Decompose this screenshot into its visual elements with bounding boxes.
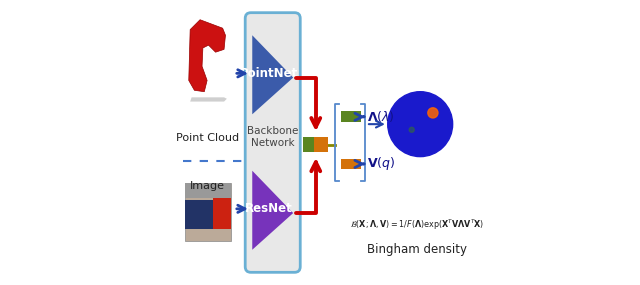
Text: $\mathbf{V}(q)$: $\mathbf{V}(q)$ xyxy=(367,155,396,172)
Text: Point Cloud: Point Cloud xyxy=(175,133,239,143)
Polygon shape xyxy=(189,20,225,92)
Bar xyxy=(314,137,328,152)
Bar xyxy=(184,200,212,229)
Circle shape xyxy=(388,92,452,157)
FancyBboxPatch shape xyxy=(245,13,300,272)
Bar xyxy=(341,158,361,169)
Bar xyxy=(341,111,361,122)
Text: PointNet: PointNet xyxy=(239,67,298,80)
Bar xyxy=(184,184,231,241)
Text: Bingham density: Bingham density xyxy=(367,243,467,256)
Circle shape xyxy=(409,127,414,132)
Text: Backbone
Network: Backbone Network xyxy=(247,126,298,148)
Circle shape xyxy=(428,108,438,118)
Polygon shape xyxy=(252,171,293,250)
Text: $\mathbf{\Lambda}(\lambda)$: $\mathbf{\Lambda}(\lambda)$ xyxy=(367,109,395,124)
Bar xyxy=(212,196,231,229)
Bar xyxy=(184,184,231,198)
Text: ResNet: ResNet xyxy=(244,202,292,215)
Text: Image: Image xyxy=(189,181,225,191)
Polygon shape xyxy=(190,97,227,101)
Text: $\mathcal{B}(\mathbf{X}; \mathbf{\Lambda}, \mathbf{V}) = 1/F(\mathbf{\Lambda})\e: $\mathcal{B}(\mathbf{X}; \mathbf{\Lambda… xyxy=(350,217,484,231)
Bar xyxy=(303,137,314,152)
Polygon shape xyxy=(252,35,293,114)
